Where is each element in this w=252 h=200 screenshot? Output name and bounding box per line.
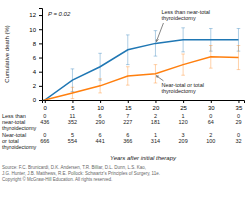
source-note: Source: F.C. Brunicardi, D.K. Andersen, … — [2, 165, 160, 182]
y-tick-mark — [39, 72, 42, 73]
text-line: thyroidectomy — [2, 125, 36, 131]
y-tick-label: 6 — [33, 55, 37, 61]
y-tick: 8 — [33, 41, 42, 47]
text-line: thyroidectomy — [2, 144, 36, 150]
x-tick-mark — [238, 100, 239, 103]
table-cell: 120 — [179, 119, 188, 125]
y-axis-line — [39, 9, 43, 101]
table-cell: 666 — [40, 138, 49, 144]
x-tick-label: 20 — [153, 105, 160, 111]
y-tick-mark — [39, 86, 42, 87]
table-cell: 554 — [68, 138, 77, 144]
chart-container: 05101520253035024681012Cumulative death … — [0, 0, 252, 200]
table-cell: 314 — [151, 138, 160, 144]
x-tick-mark — [128, 100, 129, 103]
y-tick: 4 — [33, 69, 42, 75]
x-tick: 5 — [71, 100, 75, 111]
y-tick: 10 — [29, 27, 42, 33]
table-cell: 181 — [151, 119, 160, 125]
y-tick-mark — [39, 29, 42, 30]
y-tick-mark — [39, 100, 42, 101]
x-tick: 20 — [153, 100, 160, 111]
plot-marks — [43, 28, 240, 100]
table-cell: 366 — [123, 138, 132, 144]
y-axis: 0 2 4 6 8 10 12 — [29, 9, 42, 104]
series-label: Near-total or totalthyroidectomy — [161, 82, 204, 94]
series-line — [45, 40, 239, 100]
x-tick-label: 10 — [97, 105, 104, 111]
texts: Cumulative death (%) Less than near-total… — [2, 9, 242, 182]
y-tick-mark — [39, 58, 42, 59]
y-tick-label: 12 — [29, 12, 36, 18]
y-axis-title: Cumulative death (%) — [4, 25, 10, 83]
table-cell: 227 — [123, 119, 132, 125]
y-tick: 2 — [33, 83, 42, 89]
table-cell: 29 — [235, 119, 241, 125]
y-tick: 12 — [29, 12, 42, 18]
table-cell: 436 — [40, 119, 49, 125]
text-line: thyroidectomy — [161, 15, 195, 21]
x-tick: 15 — [125, 100, 132, 111]
x-axis: 0 5 10 15 20 25 30 35 — [43, 100, 245, 111]
table-row-label: Less thannear-totalthyroidectomy — [2, 113, 36, 131]
y-tick-label: 10 — [29, 27, 36, 33]
x-tick-mark — [72, 100, 73, 103]
x-tick-label: 5 — [71, 105, 75, 111]
x-tick-mark — [211, 100, 212, 103]
x-tick-mark — [155, 100, 156, 103]
x-tick: 25 — [180, 100, 187, 111]
y-tick-label: 2 — [33, 83, 37, 89]
table-cell: 209 — [179, 138, 188, 144]
y-tick-label: 8 — [33, 41, 37, 47]
annotation: P = 0.02 — [48, 11, 71, 17]
annotation-arrow — [156, 76, 163, 81]
error-bars — [43, 28, 240, 100]
x-tick-mark — [100, 100, 101, 103]
error-bars — [43, 46, 240, 100]
x-tick-label: 0 — [44, 105, 48, 111]
text-line: J.G. Hunter, J.B. Matthews, R.E. Pollock… — [2, 171, 160, 176]
text-line: thyroidectomy — [161, 88, 195, 94]
table-cell: 352 — [68, 119, 77, 125]
y-tick-mark — [39, 15, 42, 16]
x-tick: 35 — [236, 100, 243, 111]
table-row-label: Near-totalor totalthyroidectomy — [2, 132, 36, 150]
y-tick-label: 0 — [33, 97, 37, 103]
x-axis-line — [43, 101, 245, 104]
y-tick-mark — [39, 43, 42, 44]
series-line — [45, 57, 239, 100]
x-tick-mark — [45, 100, 46, 103]
x-tick-label: 25 — [180, 105, 187, 111]
x-tick-label: 15 — [125, 105, 132, 111]
text-line: Copyright © McGraw-Hill Education. All r… — [2, 176, 112, 182]
text-line: Source: F.C. Brunicardi, D.K. Andersen, … — [2, 165, 146, 170]
x-tick: 10 — [97, 100, 104, 111]
x-tick: 30 — [208, 100, 215, 111]
table-cell: 100 — [206, 138, 215, 144]
x-axis-title: Years after initial therapy — [110, 155, 177, 161]
y-tick-label: 4 — [33, 69, 37, 75]
x-tick-label: 35 — [236, 105, 243, 111]
table-cell: 64 — [208, 119, 214, 125]
x-tick-mark — [183, 100, 184, 103]
table-cell: 32 — [235, 138, 241, 144]
annotation-arrow — [156, 23, 163, 41]
x-tick-label: 30 — [208, 105, 215, 111]
table-cell: 290 — [96, 119, 105, 125]
series-label: Less than near-totalthyroidectomy — [161, 9, 210, 21]
y-tick: 6 — [33, 55, 42, 61]
x-tick: 0 — [44, 100, 48, 111]
table-cell: 441 — [96, 138, 105, 144]
y-tick: 0 — [33, 97, 42, 103]
chart: 05101520253035024681012Cumulative death … — [0, 0, 252, 200]
